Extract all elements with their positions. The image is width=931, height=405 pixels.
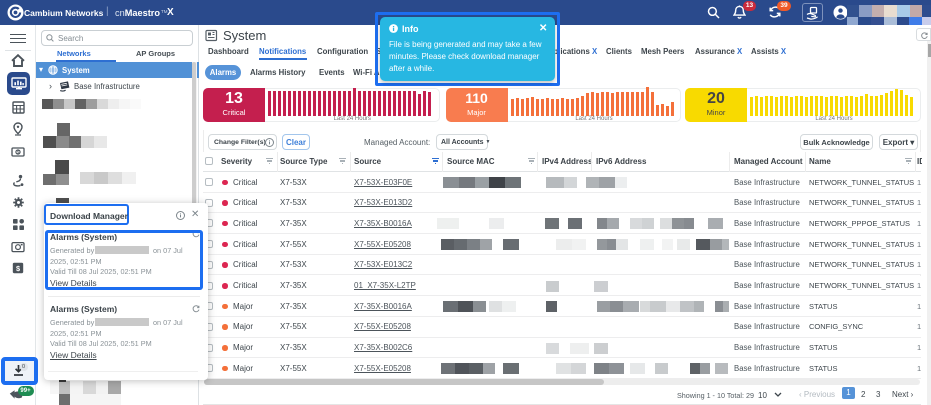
svg-text:$: $: [16, 264, 20, 273]
svg-text:$: $: [17, 150, 20, 155]
